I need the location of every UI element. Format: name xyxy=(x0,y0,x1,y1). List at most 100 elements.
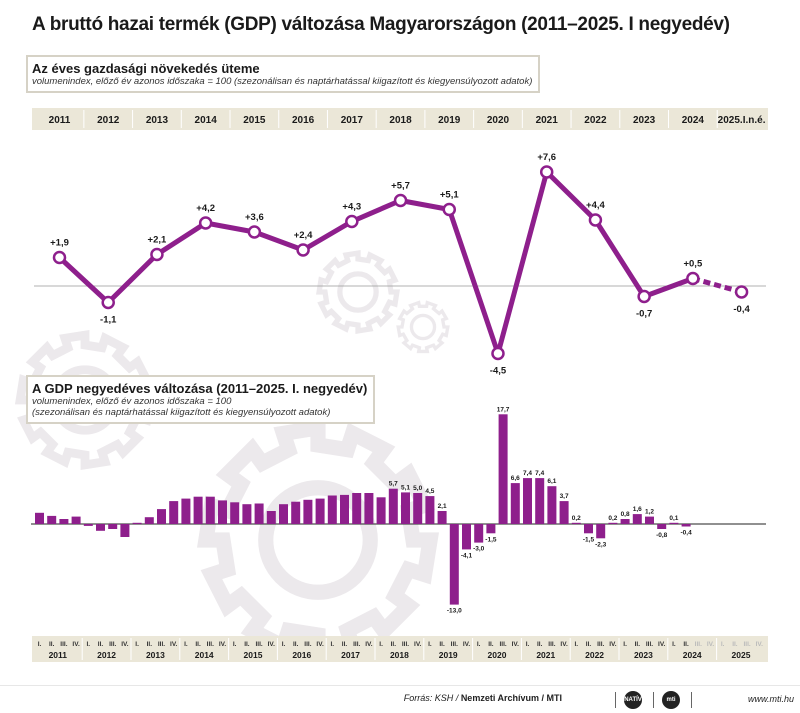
quarter-label: II. xyxy=(98,641,104,648)
footer-separator xyxy=(653,692,654,708)
annual-point xyxy=(247,225,262,239)
quarter-label: II. xyxy=(49,641,55,648)
quarter-label: IV. xyxy=(658,641,666,648)
quarter-label: II. xyxy=(342,641,348,648)
quarter-label: I. xyxy=(526,641,530,648)
quarter-label: II. xyxy=(293,641,299,648)
quarter-bar xyxy=(35,512,44,524)
quarter-label: III. xyxy=(548,641,555,648)
quarter-value-label: 6,6 xyxy=(511,475,520,482)
year-label: 2019 xyxy=(438,115,461,126)
quarter-bar xyxy=(120,524,130,537)
year-label: 2014 xyxy=(195,115,218,126)
gdp-chart: 2011 2012 2013 2014 2015 2016 2017 2018 2019 2020… xyxy=(0,108,800,686)
quarter-label: II. xyxy=(439,641,445,648)
quarter-label: III. xyxy=(695,641,702,648)
annual-point xyxy=(345,214,359,229)
quarter-value-label: -1,5 xyxy=(583,536,595,543)
quarter-label: III. xyxy=(597,641,604,648)
page-title: A bruttó hazai termék (GDP) változása Ma… xyxy=(32,14,730,35)
quarter-bar xyxy=(498,414,508,524)
quarter-label: IV. xyxy=(121,641,129,648)
year-label: 2025.I.n.é. xyxy=(718,115,766,126)
footer-url[interactable]: www.mti.hu xyxy=(747,694,794,704)
quarter-label: II. xyxy=(391,641,397,648)
annual-point xyxy=(198,216,213,230)
annual-point xyxy=(491,346,505,361)
quarter-label: II. xyxy=(195,641,201,648)
quarter-label: I. xyxy=(721,641,725,648)
quarter-label: III. xyxy=(499,641,506,648)
quarter-bar xyxy=(59,519,69,524)
quarter-value-label: 5,1 xyxy=(401,484,410,491)
quarter-bar xyxy=(657,524,667,529)
quarter-bar xyxy=(352,493,362,524)
quarter-label: I. xyxy=(574,641,578,648)
quarter-label: III. xyxy=(304,641,311,648)
quarter-bar xyxy=(205,496,215,524)
quarter-bar xyxy=(181,498,191,524)
quarter-year-label: 2022 xyxy=(585,650,604,660)
quarter-label: I. xyxy=(282,641,286,648)
year-label: 2018 xyxy=(389,115,412,126)
quarter-label: III. xyxy=(451,641,458,648)
quarter-label: I. xyxy=(623,641,627,648)
gear-outline xyxy=(396,300,450,354)
quarter-label: I. xyxy=(233,641,237,648)
nativ-logo: NATÍV xyxy=(624,691,642,709)
year-label: 2011 xyxy=(49,115,71,126)
annual-value-label: +4,3 xyxy=(342,202,361,213)
quarter-value-label: -2,3 xyxy=(595,541,607,548)
quarter-bar xyxy=(315,498,325,524)
quarter-value-label: 1,6 xyxy=(633,506,642,513)
quarter-label: III. xyxy=(207,641,214,648)
year-label: 2013 xyxy=(146,115,169,126)
quarter-bar xyxy=(96,524,105,531)
quarter-year-label: 2013 xyxy=(146,650,165,660)
quarterly-chart-subtitle-1: volumenindex, előző év azonos időszaka =… xyxy=(32,396,232,407)
annual-point xyxy=(52,250,67,265)
quarter-bar xyxy=(108,524,118,529)
quarter-label: III. xyxy=(353,641,360,648)
quarter-label: IV. xyxy=(609,641,617,648)
annual-value-label: +0,5 xyxy=(683,259,702,270)
annual-value-label: -0,4 xyxy=(733,304,750,315)
annual-point xyxy=(296,243,310,257)
quarter-label: IV. xyxy=(72,641,80,648)
annual-chart-caption: Az éves gazdasági növekedés üteme volume… xyxy=(26,55,541,93)
annual-point xyxy=(686,271,700,286)
quarter-label: IV. xyxy=(365,641,373,648)
quarterly-chart-caption: A GDP negyedéves változása (2011–2025. I… xyxy=(26,375,376,424)
quarter-label: IV. xyxy=(316,641,324,648)
gear-icon xyxy=(316,250,400,334)
quarterly-chart-subtitle-2: (szezonálisan és naptárhatással kiigazít… xyxy=(32,407,331,418)
quarter-bar xyxy=(486,524,496,534)
quarter-label: IV. xyxy=(756,641,764,648)
annual-value-label: +1,9 xyxy=(50,238,69,249)
footer-source-bold: Nemzeti Archívum / MTI xyxy=(460,693,562,703)
year-label: 2012 xyxy=(97,115,120,126)
quarter-label: IV. xyxy=(170,641,178,648)
quarter-bar xyxy=(547,486,557,524)
gear-outline xyxy=(316,250,400,334)
quarter-bar xyxy=(401,492,410,524)
quarter-value-label: -4,1 xyxy=(461,552,473,559)
quarter-bar xyxy=(510,483,520,524)
quarter-label: II. xyxy=(683,641,689,648)
annual-point xyxy=(150,247,164,262)
quarter-bar xyxy=(376,497,386,524)
quarter-bar xyxy=(608,522,618,524)
quarter-bar xyxy=(449,524,459,605)
quarter-label: III. xyxy=(158,641,165,648)
quarter-bar xyxy=(596,524,606,539)
gear-outline xyxy=(14,329,156,471)
quarter-year-label: 2025 xyxy=(732,650,751,660)
quarter-value-label: -1,5 xyxy=(485,536,497,543)
quarter-value-label: 1,2 xyxy=(645,509,654,516)
quarter-value-label: 6,1 xyxy=(547,478,556,485)
quarter-label: I. xyxy=(135,641,139,648)
annual-value-label: +2,1 xyxy=(148,235,167,246)
quarter-label: IV. xyxy=(707,641,715,648)
year-band-top xyxy=(32,108,768,130)
quarter-label: III. xyxy=(646,641,653,648)
